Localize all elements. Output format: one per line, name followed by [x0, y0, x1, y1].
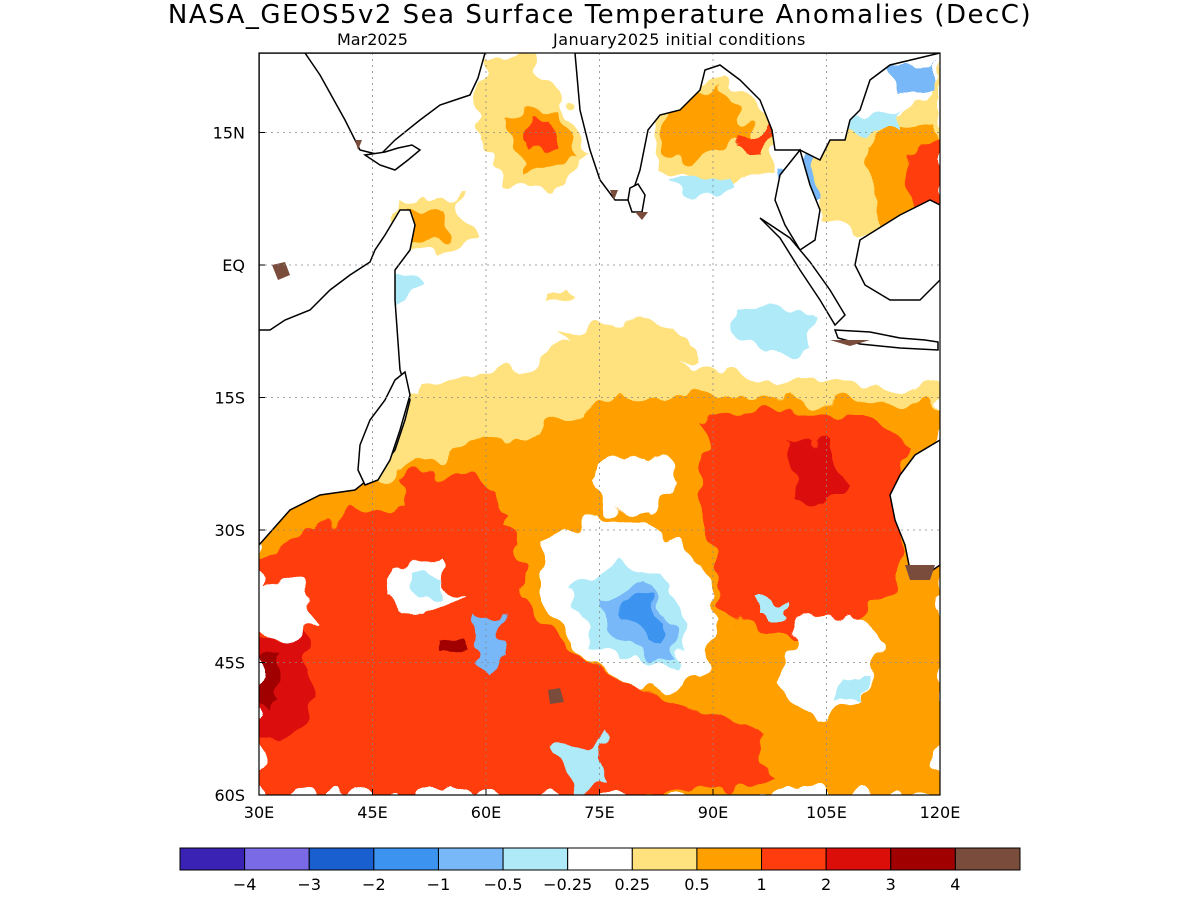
coast-artefacts: [272, 140, 935, 704]
lat-tick-label: 60S: [214, 786, 245, 805]
colorbar-label: −0.5: [484, 875, 523, 894]
lat-tick-label: 45S: [214, 654, 245, 673]
colorbar-swatch: [954, 847, 1021, 871]
lon-tick-label: 105E: [806, 803, 847, 822]
colorbar-swatch: [631, 847, 698, 871]
colorbar-label: 1: [756, 875, 766, 894]
colorbar-label: −4: [233, 875, 257, 894]
colorbar-swatch: [244, 847, 310, 871]
colorbar-swatch: [308, 847, 375, 871]
colorbar-label: −2: [362, 875, 386, 894]
chart-title: NASA_GEOS5v2 Sea Surface Temperature Ano…: [167, 0, 1033, 30]
colorbar-label: −1: [427, 875, 451, 894]
colorbar-label: −3: [297, 875, 321, 894]
lat-tick-label: 15S: [214, 389, 245, 408]
colorbar-labels: −4 −3 −2 −1 −0.5 −0.25 0.25 0.5 1 2 3 4: [233, 875, 961, 894]
lon-tick-label: 30E: [244, 803, 274, 822]
longitude-axis: 30E 45E 60E 75E 90E 105E 120E: [244, 789, 961, 822]
colorbar-swatch: [437, 847, 504, 871]
colorbar-swatch: [761, 847, 827, 871]
lon-tick-label: 45E: [357, 803, 387, 822]
colorbar-swatch: [696, 847, 763, 871]
colorbar-swatch: [890, 847, 956, 871]
colorbar-label: 4: [950, 875, 960, 894]
lon-tick-label: 120E: [920, 803, 961, 822]
lat-tick-label: 30S: [214, 521, 245, 540]
colorbar-label: 2: [821, 875, 831, 894]
forecast-month: Mar2025: [337, 30, 408, 49]
lon-tick-label: 75E: [584, 803, 614, 822]
colorbar-swatch: [567, 847, 633, 871]
lat-tick-label: EQ: [222, 256, 245, 275]
initial-conditions: January2025 initial conditions: [553, 30, 806, 49]
lon-tick-label: 60E: [471, 803, 501, 822]
colorbar-label: 3: [886, 875, 896, 894]
colorbar-swatch: [179, 847, 246, 871]
lon-tick-label: 90E: [698, 803, 728, 822]
colorbar-swatch: [502, 847, 569, 871]
land-masses: [259, 53, 940, 573]
colorbar-label: 0.5: [684, 875, 709, 894]
latitude-axis: 15N EQ 15S 30S 45S 60S: [213, 124, 265, 805]
map-gridlines: [259, 53, 940, 795]
colorbar-label: 0.25: [614, 875, 650, 894]
colorbar-swatch: [373, 847, 439, 871]
lat-tick-label: 15N: [213, 124, 245, 143]
colorbar-swatch: [825, 847, 892, 871]
colorbar: [179, 847, 1021, 871]
colorbar-label: −0.25: [543, 875, 592, 894]
